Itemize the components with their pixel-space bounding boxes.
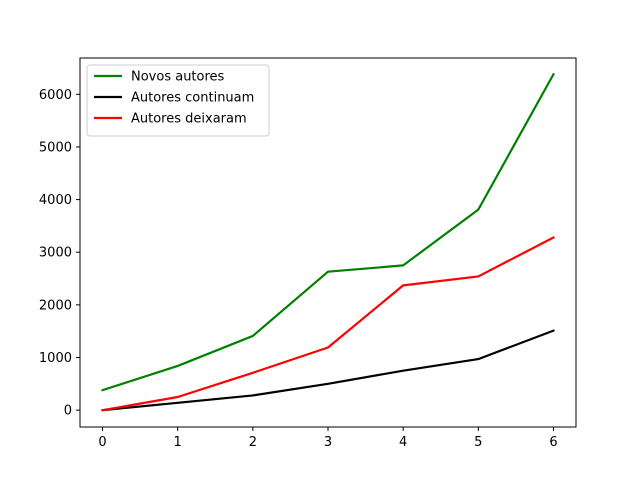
- y-tick-label: 3000: [39, 246, 72, 261]
- y-axis: 0 1000 2000 3000 4000 5000 6000: [39, 88, 80, 419]
- series-line-2: [101, 329, 555, 412]
- legend-label: Autores continuam: [131, 91, 254, 106]
- x-tick-label: 0: [98, 435, 106, 450]
- y-tick-label: 1000: [39, 351, 72, 366]
- x-tick-label: 3: [324, 435, 332, 450]
- legend-label: Autores deixaram: [131, 112, 247, 127]
- y-tick-label: 0: [64, 404, 72, 419]
- plot-area: [101, 72, 555, 412]
- x-tick-label: 1: [174, 435, 182, 450]
- legend-box: [86, 64, 270, 137]
- legend: Novos autores Autores continuam Autores de…: [86, 64, 270, 137]
- series-line-1: [101, 72, 555, 392]
- series-line-3: [101, 236, 555, 412]
- y-tick-label: 5000: [39, 140, 72, 155]
- y-tick-label: 2000: [39, 298, 72, 313]
- x-tick-label: 4: [399, 435, 407, 450]
- y-tick-label: 4000: [39, 193, 72, 208]
- x-axis: 0 1 2 3 4 5 6: [98, 427, 558, 450]
- x-tick-label: 6: [549, 435, 557, 450]
- y-tick-label: 6000: [39, 88, 72, 103]
- x-tick-label: 5: [474, 435, 482, 450]
- x-tick-label: 2: [249, 435, 257, 450]
- legend-label: Novos autores: [131, 70, 225, 85]
